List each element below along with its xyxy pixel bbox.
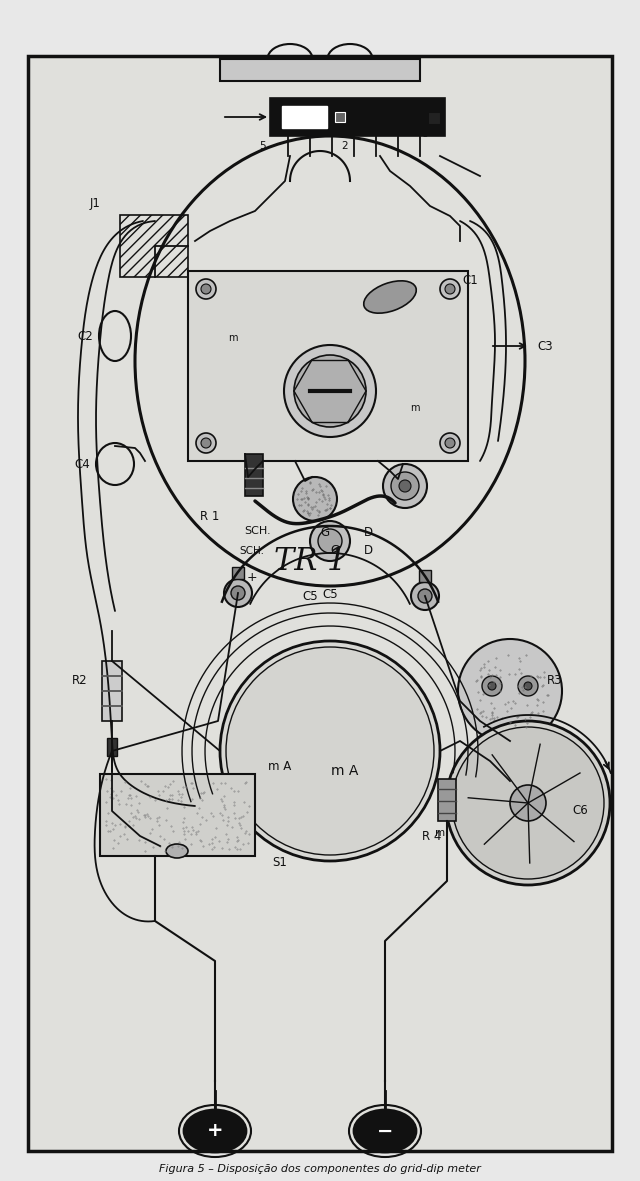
Circle shape bbox=[452, 727, 604, 879]
Text: m A: m A bbox=[268, 759, 292, 772]
Circle shape bbox=[411, 582, 439, 611]
Text: 5: 5 bbox=[259, 141, 266, 151]
Ellipse shape bbox=[166, 844, 188, 859]
Text: C2: C2 bbox=[77, 329, 93, 342]
Circle shape bbox=[524, 681, 532, 690]
Text: R 4: R 4 bbox=[422, 829, 442, 842]
Text: G: G bbox=[321, 527, 330, 540]
FancyBboxPatch shape bbox=[245, 454, 263, 496]
Circle shape bbox=[196, 433, 216, 454]
Text: m: m bbox=[435, 828, 445, 839]
Text: Figura 5 – Disposição dos componentes do grid-dip meter: Figura 5 – Disposição dos componentes do… bbox=[159, 1164, 481, 1174]
Circle shape bbox=[201, 438, 211, 448]
Circle shape bbox=[488, 681, 496, 690]
Text: SCH.: SCH. bbox=[244, 526, 271, 536]
Text: m A: m A bbox=[332, 764, 358, 778]
Text: 8: 8 bbox=[422, 129, 428, 139]
Text: D: D bbox=[364, 527, 372, 540]
Circle shape bbox=[446, 720, 610, 885]
Text: TR 1: TR 1 bbox=[274, 546, 346, 576]
Circle shape bbox=[445, 283, 455, 294]
Text: R2: R2 bbox=[72, 674, 88, 687]
Text: C3: C3 bbox=[537, 339, 553, 352]
FancyBboxPatch shape bbox=[102, 661, 122, 720]
FancyBboxPatch shape bbox=[282, 106, 327, 128]
Circle shape bbox=[440, 433, 460, 454]
Text: SCH.: SCH. bbox=[239, 546, 264, 556]
Text: C4: C4 bbox=[74, 457, 90, 470]
FancyBboxPatch shape bbox=[428, 112, 440, 124]
Circle shape bbox=[294, 355, 366, 428]
Text: m: m bbox=[410, 403, 420, 413]
Ellipse shape bbox=[354, 1110, 416, 1151]
Circle shape bbox=[231, 586, 245, 600]
Text: C6: C6 bbox=[572, 804, 588, 817]
FancyBboxPatch shape bbox=[188, 270, 468, 461]
Circle shape bbox=[510, 785, 546, 821]
Circle shape bbox=[310, 521, 350, 561]
Text: m: m bbox=[228, 333, 237, 342]
Text: G: G bbox=[330, 544, 340, 557]
Text: C5: C5 bbox=[302, 589, 318, 602]
Text: +: + bbox=[246, 570, 257, 583]
Circle shape bbox=[418, 589, 432, 603]
Text: R3: R3 bbox=[547, 674, 563, 687]
Circle shape bbox=[399, 479, 411, 492]
Circle shape bbox=[445, 438, 455, 448]
FancyBboxPatch shape bbox=[270, 98, 445, 136]
Text: −: − bbox=[377, 1122, 393, 1141]
Circle shape bbox=[196, 279, 216, 299]
FancyBboxPatch shape bbox=[28, 56, 612, 1151]
Ellipse shape bbox=[184, 1110, 246, 1151]
FancyBboxPatch shape bbox=[335, 112, 345, 122]
Circle shape bbox=[383, 464, 427, 508]
Text: R 1: R 1 bbox=[200, 509, 220, 522]
Circle shape bbox=[293, 477, 337, 521]
Text: C1: C1 bbox=[462, 274, 478, 287]
Text: +: + bbox=[207, 1122, 223, 1141]
Text: S1: S1 bbox=[273, 856, 287, 869]
FancyBboxPatch shape bbox=[100, 774, 255, 856]
Circle shape bbox=[440, 279, 460, 299]
Circle shape bbox=[224, 579, 252, 607]
Circle shape bbox=[284, 345, 376, 437]
FancyBboxPatch shape bbox=[419, 570, 431, 582]
FancyBboxPatch shape bbox=[107, 738, 117, 756]
Circle shape bbox=[220, 641, 440, 861]
FancyBboxPatch shape bbox=[438, 779, 456, 821]
Text: C5: C5 bbox=[322, 587, 338, 600]
Circle shape bbox=[226, 647, 434, 855]
Ellipse shape bbox=[364, 281, 416, 313]
Text: D: D bbox=[364, 544, 372, 557]
Circle shape bbox=[458, 639, 562, 743]
Circle shape bbox=[482, 676, 502, 696]
Circle shape bbox=[391, 472, 419, 500]
FancyBboxPatch shape bbox=[232, 567, 244, 579]
FancyBboxPatch shape bbox=[220, 59, 420, 81]
Text: 2: 2 bbox=[342, 141, 348, 151]
Circle shape bbox=[318, 529, 342, 553]
Circle shape bbox=[518, 676, 538, 696]
Circle shape bbox=[201, 283, 211, 294]
Text: J1: J1 bbox=[90, 196, 100, 209]
